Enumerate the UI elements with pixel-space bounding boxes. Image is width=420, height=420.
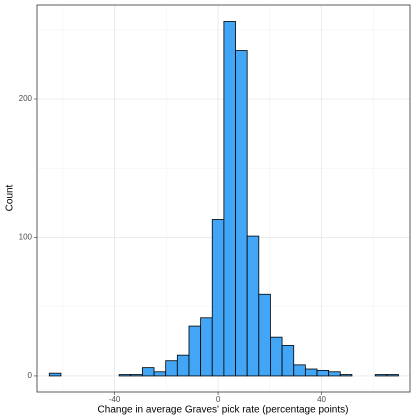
bar (176, 354, 190, 377)
bar (258, 293, 271, 377)
y-tick-label: 100 (19, 233, 33, 242)
y-tick-label: 200 (19, 94, 33, 103)
bar (118, 374, 132, 377)
bar (188, 325, 202, 377)
bar (270, 336, 283, 377)
bar (142, 367, 155, 377)
panel-border (36, 4, 411, 393)
bar (374, 374, 388, 377)
bar (281, 345, 295, 377)
y-axis-label: Count (5, 184, 16, 211)
x-tick-label: 0 (216, 395, 221, 404)
bar (339, 374, 353, 377)
bar (153, 371, 167, 377)
bar (48, 372, 62, 377)
bar (200, 317, 213, 377)
bar (246, 235, 260, 377)
bar (165, 360, 178, 377)
bar (316, 369, 330, 377)
bar (304, 368, 318, 377)
bar (211, 219, 225, 377)
bar (386, 374, 399, 377)
bar (293, 364, 306, 377)
bar (130, 374, 143, 377)
bar (223, 21, 236, 377)
bar (235, 50, 248, 377)
y-tick-label: 0 (28, 371, 33, 380)
x-tick-label: -40 (109, 395, 121, 404)
x-tick-label: 40 (317, 395, 326, 404)
x-axis-label: Change in average Graves' pick rate (per… (98, 405, 349, 416)
bar (328, 371, 341, 377)
